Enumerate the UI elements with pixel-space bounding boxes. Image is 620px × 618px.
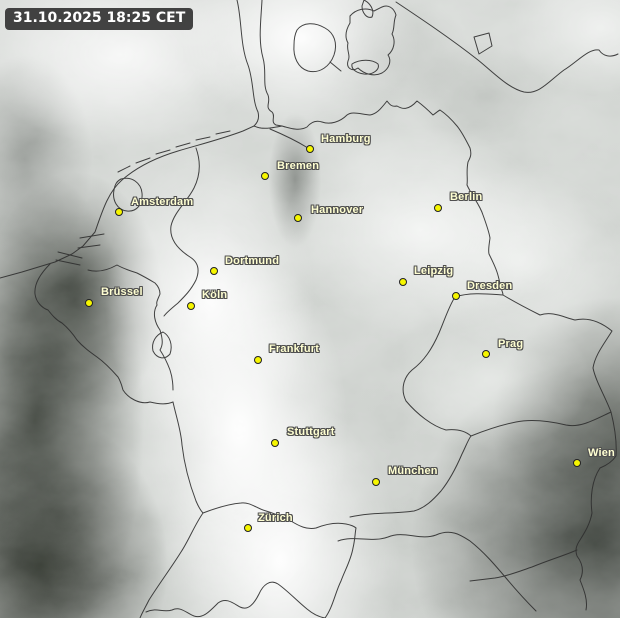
border-fr-de	[172, 401, 204, 514]
elbe-river	[269, 128, 309, 149]
border-ch-south	[145, 527, 357, 618]
border-at-east	[575, 411, 617, 611]
city-label: Wien	[588, 447, 615, 459]
city-dot-icon	[399, 278, 407, 286]
city-dot-icon	[452, 292, 460, 300]
city-dot-icon	[254, 356, 262, 364]
city-dot-icon	[372, 478, 380, 486]
city-label: Dresden	[467, 280, 513, 292]
city-label: Frankfurt	[269, 343, 320, 355]
city-dot-icon	[294, 214, 302, 222]
frisian-islands	[117, 130, 231, 173]
city-label: München	[388, 465, 438, 477]
city-dot-icon	[210, 267, 218, 275]
border-at-south	[469, 549, 578, 582]
city-label: Leipzig	[414, 265, 454, 277]
jutland-coast	[236, 0, 283, 127]
island-fyn	[293, 23, 337, 73]
small-islands	[329, 0, 379, 75]
city-dot-icon	[85, 299, 93, 307]
city-label: Zürich	[258, 512, 293, 524]
city-dot-icon	[573, 459, 581, 467]
border-fr-be	[34, 263, 174, 405]
baltic-coast-oder-border	[253, 100, 504, 296]
coastline-sweden	[395, 1, 619, 93]
border-nl-be	[87, 264, 161, 306]
river-delta-lines	[55, 233, 105, 266]
ijsselmeer	[113, 177, 143, 212]
border-nl-de	[163, 147, 200, 317]
city-label: Stuttgart	[287, 426, 335, 438]
border-ch-west	[139, 512, 204, 618]
city-label: Brüssel	[101, 286, 143, 298]
city-label: Prag	[498, 338, 524, 350]
island-bornholm	[473, 32, 493, 55]
timestamp-badge: 31.10.2025 18:25 CET	[5, 8, 194, 30]
city-dot-icon	[306, 145, 314, 153]
border-luxembourg	[152, 331, 172, 359]
border-czech	[402, 293, 613, 437]
border-ch-north	[202, 502, 357, 529]
city-dot-icon	[271, 439, 279, 447]
city-dot-icon	[187, 302, 195, 310]
border-be-de	[153, 304, 174, 391]
city-label: Dortmund	[225, 255, 280, 267]
city-label: Bremen	[277, 160, 320, 172]
city-label: Hannover	[311, 204, 364, 216]
border-at-de	[349, 435, 472, 518]
city-label: Berlin	[450, 191, 483, 203]
island-zealand	[345, 5, 397, 76]
city-dot-icon	[261, 172, 269, 180]
city-label: Köln	[202, 289, 228, 301]
city-label: Amsterdam	[131, 196, 194, 208]
city-dot-icon	[115, 208, 123, 216]
city-label: Hamburg	[321, 133, 371, 145]
coastline-northsea	[0, 125, 255, 279]
border-at-it	[337, 531, 537, 612]
city-dot-icon	[244, 524, 252, 532]
city-dot-icon	[482, 350, 490, 358]
city-dot-icon	[434, 204, 442, 212]
